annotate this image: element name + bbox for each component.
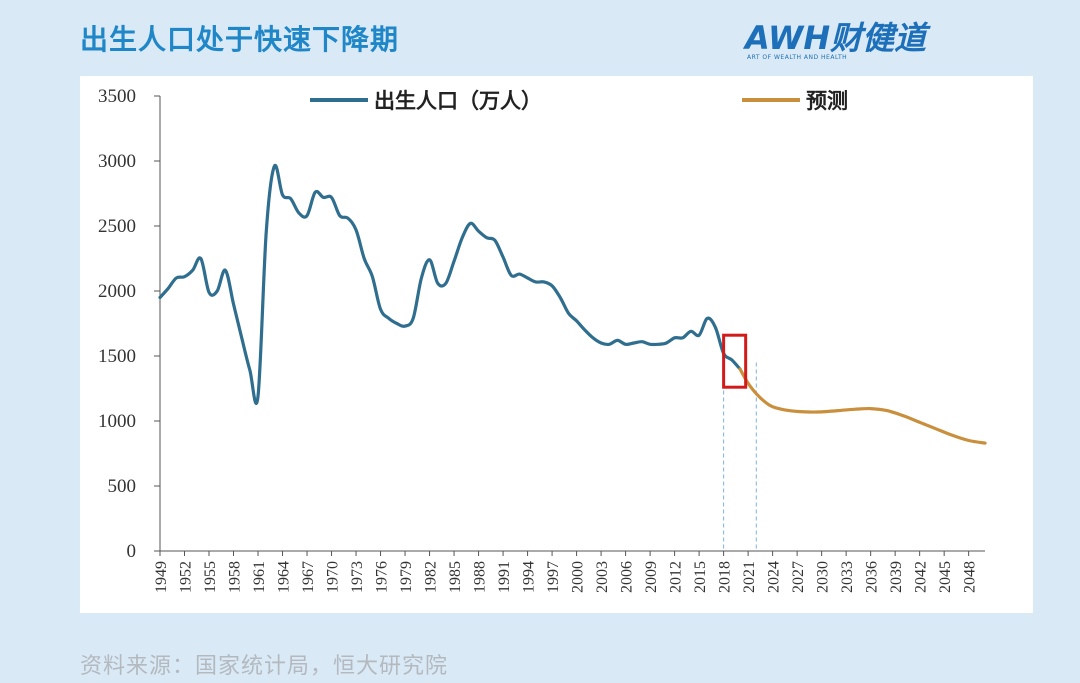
- x-tick-label: 2018: [717, 561, 734, 593]
- y-tick-label: 1000: [98, 411, 136, 432]
- birth-population-chart: 0 500 1000 1500 2000 2500 3000 3500 1949 1952 1955…: [98, 86, 987, 593]
- x-tick-label: 1976: [374, 561, 391, 593]
- axes: 0 500 1000 1500 2000 2500 3000 3500 1949 1952 1955…: [98, 86, 985, 593]
- y-tick-label: 500: [108, 476, 137, 497]
- x-tick-label: 2039: [888, 561, 905, 593]
- chart-panel: 0 500 1000 1500 2000 2500 3000 3500 1949 1952 1955…: [80, 76, 1033, 613]
- x-tick-label: 1955: [202, 561, 219, 593]
- y-tick-label: 2500: [98, 216, 136, 237]
- x-tick-label: 1970: [325, 561, 342, 593]
- slide-title: 出生人口处于快速下降期: [80, 23, 400, 56]
- x-tick-label: 2021: [741, 561, 758, 593]
- x-tick-label: 2012: [668, 561, 685, 593]
- x-tick-label: 2003: [594, 561, 611, 593]
- legend-forecast-label: 预测: [806, 89, 848, 113]
- x-tick-label: 2006: [619, 561, 636, 593]
- actual-births-line: [158, 163, 742, 406]
- forecast-line: [738, 367, 987, 445]
- y-tick-label: 2000: [98, 281, 136, 302]
- x-tick-label: 1997: [545, 561, 562, 593]
- x-tick-label: 1982: [423, 561, 440, 593]
- x-tick-label: 2000: [570, 561, 587, 593]
- y-tick-label: 0: [127, 541, 137, 562]
- brand-name: AWH财健道: [745, 19, 927, 57]
- x-tick-label: 2042: [913, 561, 930, 593]
- x-tick-label: 1973: [349, 561, 366, 593]
- brand-logo: AWH财健道 ART OF WEALTH AND HEALTH: [745, 18, 965, 64]
- x-tick-label: 2045: [937, 561, 954, 593]
- x-tick-label: 2027: [790, 561, 807, 593]
- x-tick-label: 1958: [227, 561, 244, 593]
- legend-actual-label: 出生人口（万人）: [374, 89, 542, 113]
- guide-lines: [723, 362, 757, 551]
- x-tick-label: 1979: [398, 561, 415, 593]
- y-tick-label: 3000: [98, 151, 136, 172]
- series-layer: [158, 163, 987, 445]
- x-tick-label: 1985: [447, 561, 464, 593]
- x-tick-label: 1949: [153, 561, 170, 593]
- x-tick-label: 2030: [815, 561, 832, 593]
- y-tick-label: 1500: [98, 346, 136, 367]
- brand-tagline: ART OF WEALTH AND HEALTH: [747, 54, 848, 61]
- highlight-box: [722, 333, 748, 389]
- x-tick-label: 1961: [251, 561, 268, 593]
- x-tick-label: 1988: [472, 561, 489, 593]
- x-tick-label: 1994: [521, 561, 538, 593]
- x-tick-label: 2033: [839, 561, 856, 593]
- legend: 出生人口（万人） 预测: [310, 89, 848, 113]
- y-tick-label: 3500: [98, 86, 136, 107]
- x-tick-label: 2015: [692, 561, 709, 593]
- x-tick-label: 2009: [643, 561, 660, 593]
- x-tick-label: 2048: [962, 561, 979, 593]
- x-tick-label: 2036: [864, 561, 881, 593]
- x-tick-label: 1991: [496, 561, 513, 593]
- x-tick-label: 1952: [178, 561, 195, 593]
- x-tick-label: 1967: [300, 561, 317, 593]
- source-note: 资料来源：国家统计局，恒大研究院: [80, 654, 449, 679]
- x-tick-label: 2024: [766, 561, 783, 593]
- x-tick-label: 1964: [276, 561, 293, 593]
